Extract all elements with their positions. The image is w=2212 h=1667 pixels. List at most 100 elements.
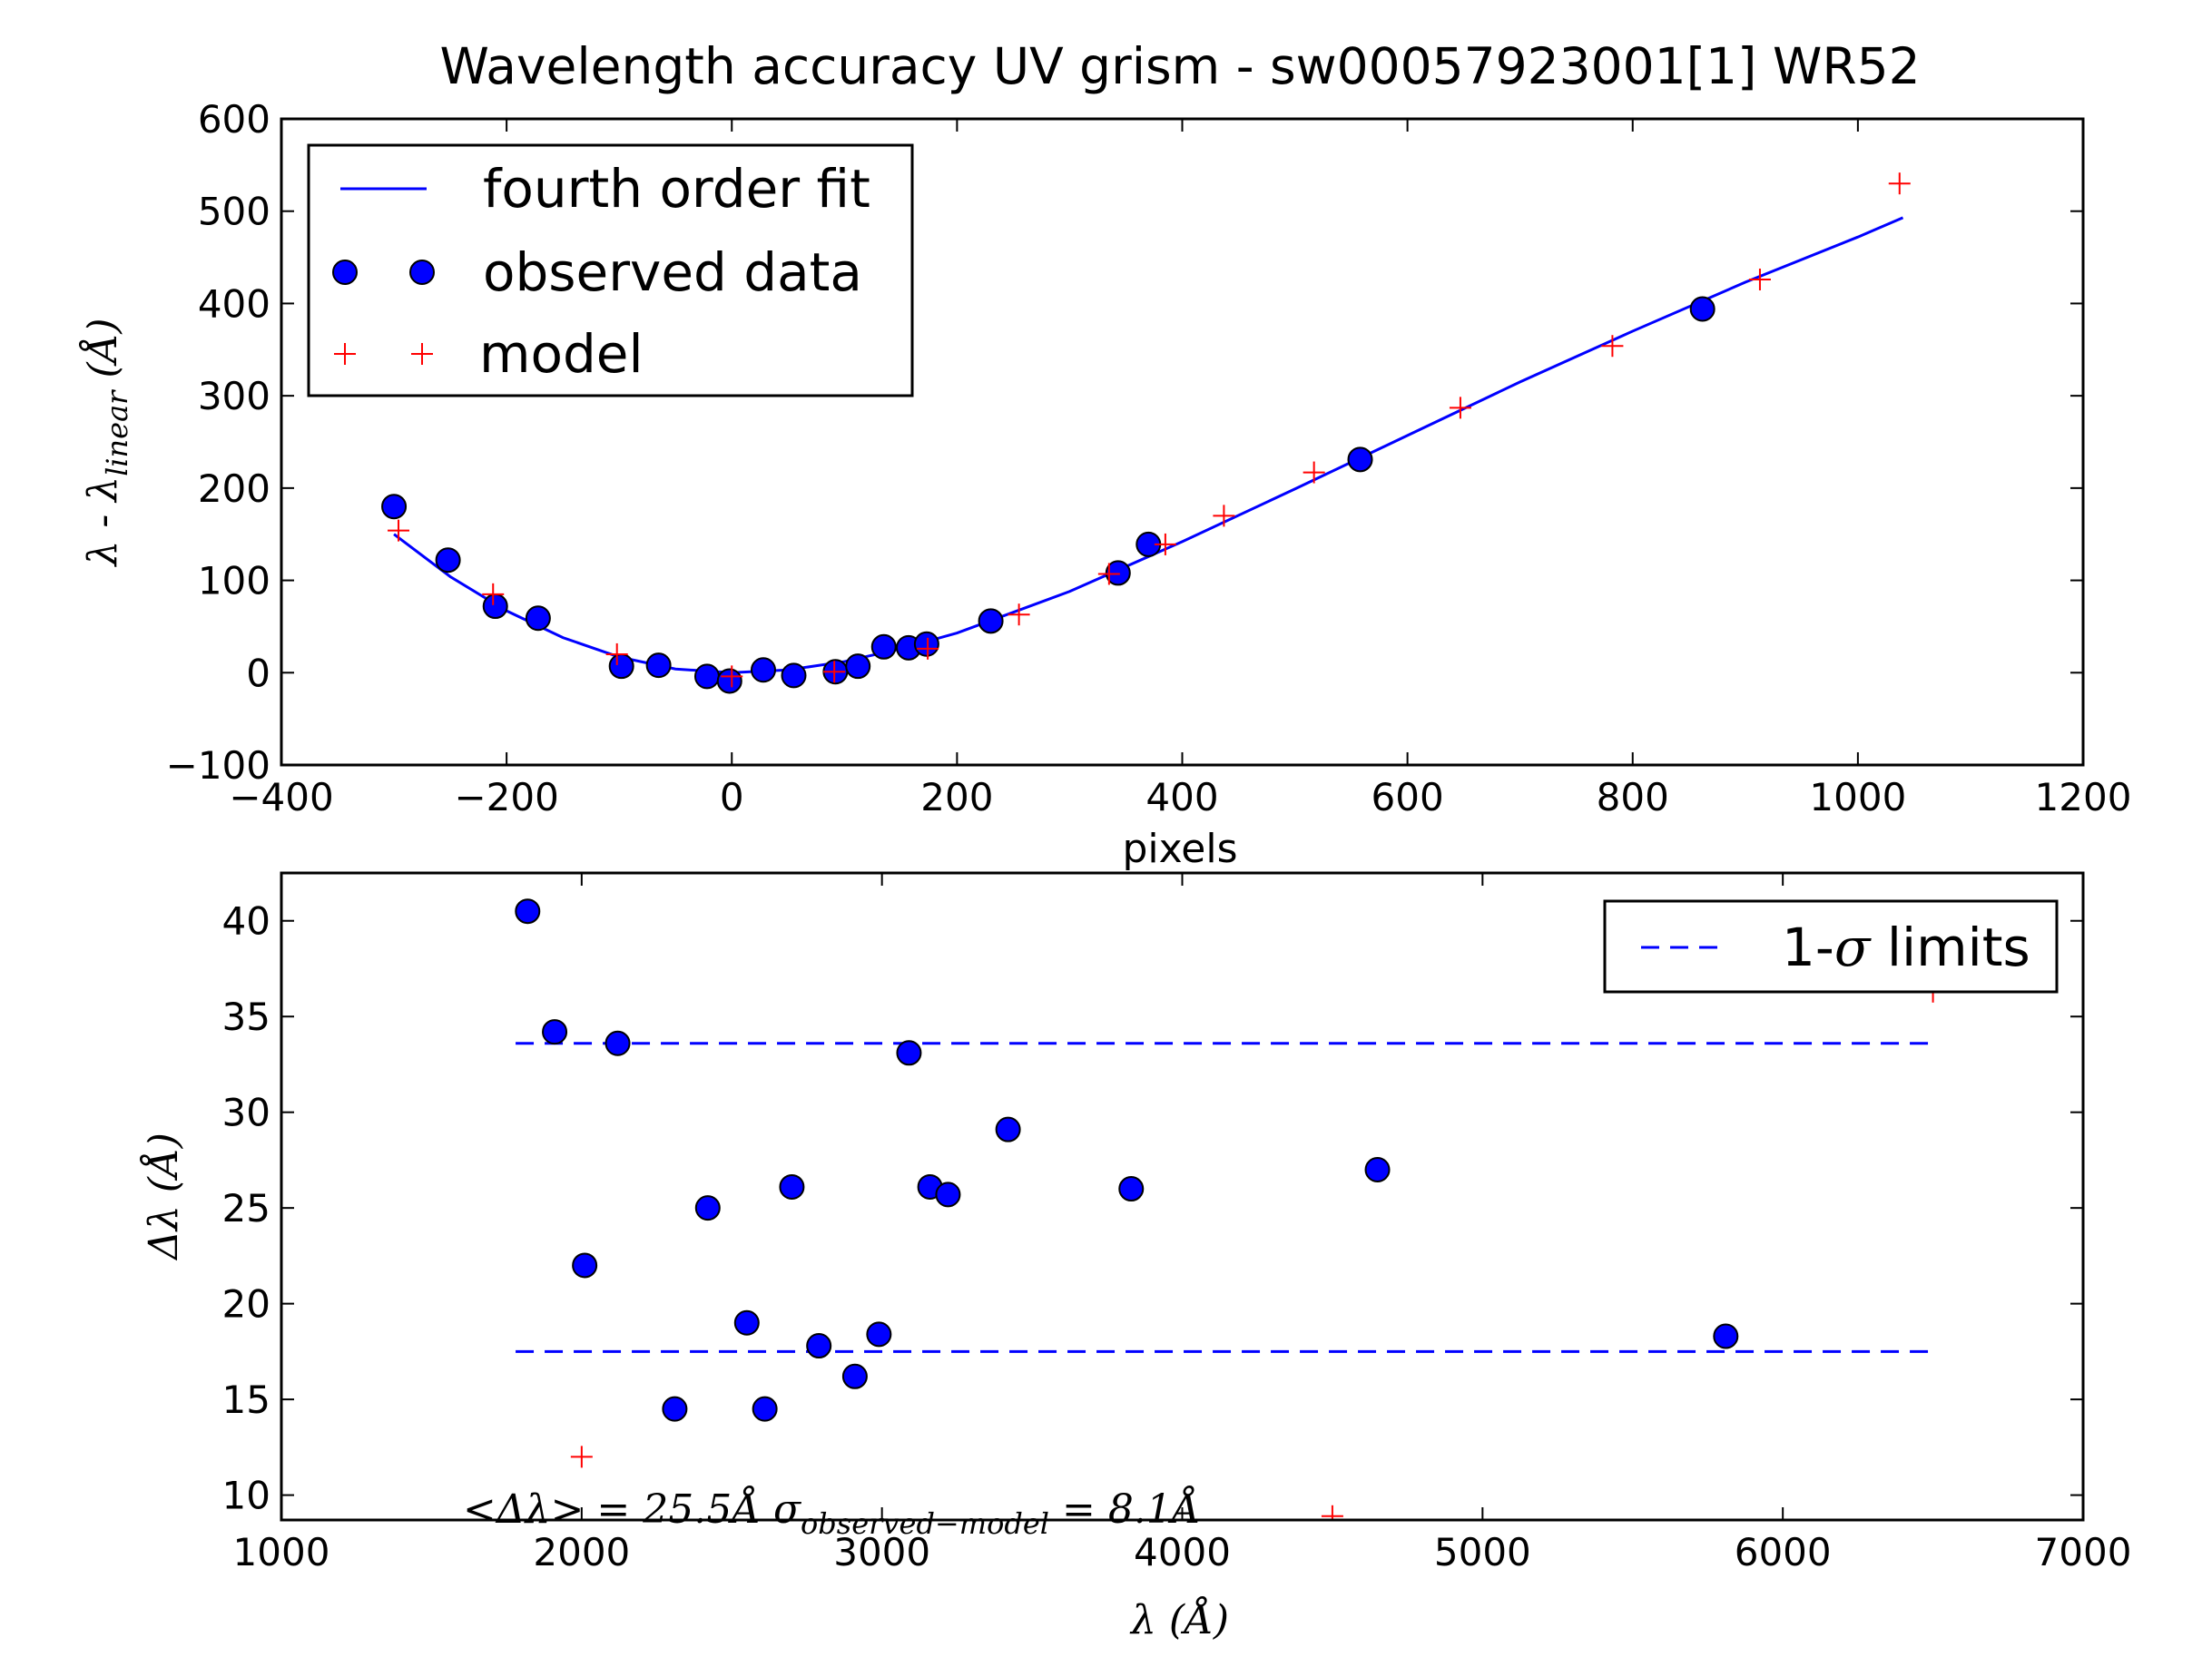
top-y-tick-label: 200 — [198, 466, 270, 511]
top-y-tick-label: 300 — [198, 374, 270, 418]
bottom-y-tick-label: 35 — [222, 995, 270, 1039]
top-model-point — [1154, 533, 1176, 555]
bottom-x-tick-label: 2000 — [533, 1530, 630, 1574]
bottom-observed-point — [752, 1396, 778, 1422]
bottom-x-tick-label: 1000 — [233, 1530, 330, 1574]
top-x-tick-label: −200 — [454, 775, 558, 819]
top-x-tick-label: 800 — [1597, 775, 1669, 819]
top-observed-point — [693, 663, 720, 690]
top-x-tick-label: 600 — [1371, 775, 1444, 819]
top-model-point — [721, 665, 743, 688]
top-model-point — [823, 661, 846, 683]
legend-observed-label: observed data — [483, 241, 862, 303]
bottom-y-tick-label: 40 — [222, 899, 270, 944]
bottom-observed-point — [1364, 1156, 1391, 1182]
bottom-observed-point — [605, 1030, 631, 1056]
top-y-tick-label: 0 — [246, 651, 270, 695]
top-observed-point — [1105, 560, 1131, 586]
bottom-y-tick-label: 15 — [222, 1378, 270, 1422]
bottom-x-tick-label: 5000 — [1434, 1530, 1531, 1574]
legend-model-marker-1 — [334, 343, 356, 365]
legend-observed-marker-1 — [332, 260, 358, 285]
top-model-point — [1008, 603, 1030, 626]
top-model-point — [1601, 335, 1624, 358]
bottom-observed-point — [935, 1182, 961, 1208]
bottom-y-tick-label: 20 — [222, 1282, 270, 1327]
bottom-observed-point — [779, 1173, 805, 1200]
top-panel: Wavelength accuracy UV grism - sw0005792… — [78, 37, 2131, 872]
bottom-observed-point — [572, 1252, 598, 1279]
bottom-observed-point — [806, 1333, 832, 1359]
bottom-x-tick-label: 7000 — [2035, 1530, 2132, 1574]
bottom-observed-point — [694, 1195, 721, 1221]
top-model-point — [605, 642, 628, 665]
top-observed-point — [870, 633, 897, 660]
legend-sigma-label: 1-σ limits — [1782, 917, 2030, 978]
bottom-y-tick-label: 25 — [222, 1186, 270, 1231]
bottom-plot-content — [515, 898, 1944, 1520]
top-observed-point — [716, 668, 742, 694]
bottom-x-tick-label: 4000 — [1134, 1530, 1231, 1574]
top-observed-point — [781, 662, 807, 689]
top-model-point — [1748, 268, 1771, 290]
bottom-observed-point — [896, 1040, 922, 1066]
bottom-y-tick-label: 10 — [222, 1474, 270, 1518]
top-model-point — [388, 519, 410, 542]
bottom-observed-point — [515, 898, 541, 925]
top-x-tick-label: 200 — [920, 775, 993, 819]
top-model-point — [917, 637, 939, 660]
top-observed-point — [381, 494, 408, 520]
top-observed-point — [750, 657, 776, 683]
bottom-x-axis-label: λ (Å) — [1129, 1595, 1229, 1643]
top-observed-point — [435, 547, 461, 574]
bottom-panel: 1000 2000 3000 4000 5000 6000 7000 10 15 20 25 30 35… — [139, 871, 2132, 1643]
top-model-point — [482, 583, 505, 605]
top-model-point — [1888, 172, 1911, 195]
top-x-tick-label: 1000 — [1809, 775, 1906, 819]
top-observed-point — [845, 653, 871, 680]
top-model-point — [1097, 563, 1120, 585]
top-observed-point — [608, 653, 634, 680]
top-observed-point — [978, 608, 1004, 634]
bottom-observed-point — [542, 1019, 568, 1045]
bottom-ticks: 1000 2000 3000 4000 5000 6000 7000 10 15 20 25 30 35… — [222, 873, 2132, 1574]
top-plot-content — [381, 172, 1911, 694]
bottom-observed-point — [1713, 1323, 1739, 1349]
legend-model-label: model — [479, 323, 644, 385]
top-y-tick-label: 400 — [198, 281, 270, 326]
top-y-tick-label: −100 — [166, 743, 270, 788]
legend-fit-label: fourth order fit — [483, 158, 870, 220]
top-model-point — [1213, 505, 1235, 527]
bottom-y-axis-label: Δλ (Å) — [139, 1133, 187, 1261]
top-axes-frame — [280, 117, 2085, 767]
top-x-tick-label: 400 — [1145, 775, 1218, 819]
bottom-observed-point — [733, 1309, 760, 1336]
top-y-tick-label: 100 — [198, 559, 270, 603]
bottom-axes-frame — [280, 871, 2085, 1522]
top-observed-point — [913, 631, 939, 657]
top-model-point — [1303, 461, 1325, 484]
bottom-x-tick-label: 6000 — [1735, 1530, 1832, 1574]
bottom-model-point — [1321, 1505, 1343, 1520]
bottom-observed-point — [995, 1116, 1021, 1142]
bottom-x-tick-label: 3000 — [833, 1530, 930, 1574]
top-chart-title: Wavelength accuracy UV grism - sw0005792… — [439, 37, 1920, 95]
top-observed-point — [1347, 446, 1373, 473]
top-x-tick-label: −400 — [229, 775, 333, 819]
bottom-observed-point — [866, 1321, 892, 1348]
top-x-tick-label: 1200 — [2035, 775, 2132, 819]
top-legend: fourth order fit observed data model — [307, 143, 914, 397]
bottom-y-tick-label: 30 — [222, 1091, 270, 1135]
legend-observed-marker-2 — [409, 260, 435, 285]
legend-model-marker-2 — [411, 343, 433, 365]
top-observed-point — [1689, 296, 1716, 322]
top-y-tick-label: 600 — [198, 97, 270, 142]
top-x-axis-label: pixels — [1122, 826, 1237, 872]
top-x-tick-label: 0 — [720, 775, 744, 819]
bottom-model-point — [570, 1446, 593, 1468]
bottom-observed-point — [841, 1363, 868, 1389]
top-y-tick-label: 500 — [198, 190, 270, 234]
top-legend-box — [307, 143, 914, 397]
bottom-observed-point — [662, 1396, 688, 1422]
